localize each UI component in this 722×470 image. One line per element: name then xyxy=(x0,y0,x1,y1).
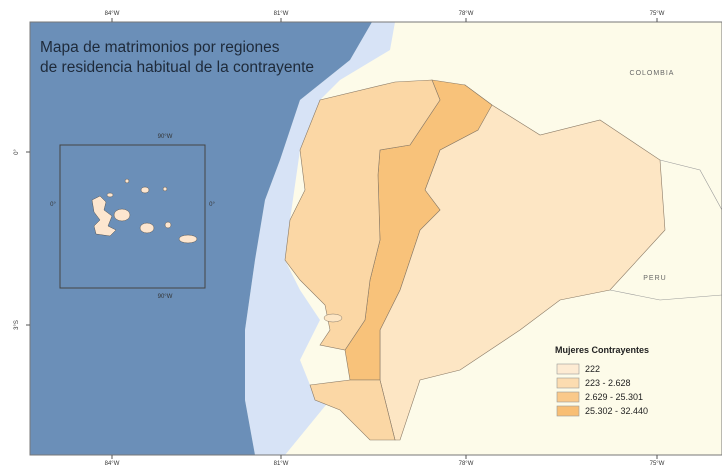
legend-title: Mujeres Contrayentes xyxy=(555,345,649,355)
map-frame xyxy=(29,21,722,456)
graticule-label: 75°W xyxy=(650,11,665,17)
inset-label: 0° xyxy=(209,202,215,208)
country-label: PERU xyxy=(643,275,666,282)
legend-label: 25.302 - 32.440 xyxy=(585,406,648,416)
border xyxy=(659,159,722,211)
graticule-label: 81°W xyxy=(274,461,289,467)
shelf xyxy=(245,22,395,455)
legend-swatch xyxy=(556,377,580,389)
region-south xyxy=(309,379,396,441)
legend-label: 2.629 - 25.301 xyxy=(585,392,643,402)
legend-swatch xyxy=(556,391,580,403)
graticule-label: 84°W xyxy=(105,461,120,467)
graticule-label: 0° xyxy=(14,149,20,155)
country-label: COLOMBIA xyxy=(630,70,675,77)
title: de residencia habitual de la contrayente xyxy=(40,59,314,76)
legend-label: 223 - 2.628 xyxy=(585,378,631,388)
inset-label: 90°W xyxy=(158,134,173,140)
title: Mapa de matrimonios por regiones xyxy=(40,39,280,56)
graticule-label: 3°S xyxy=(14,320,20,330)
graticule-label: 81°W xyxy=(274,11,289,17)
inset-label: 0° xyxy=(50,202,56,208)
inset-label: 90°W xyxy=(158,294,173,300)
inset-frame xyxy=(59,144,206,289)
graticule-label: 75°W xyxy=(650,461,665,467)
graticule-label: 84°W xyxy=(105,11,120,17)
galapagos xyxy=(91,178,198,244)
region-coast xyxy=(284,79,441,351)
border xyxy=(609,289,722,301)
legend-label: 222 xyxy=(585,364,600,374)
graticule-label: 78°W xyxy=(459,11,474,17)
legend-swatch xyxy=(556,363,580,375)
island xyxy=(323,313,343,323)
graticule-label: 78°W xyxy=(459,461,474,467)
legend-swatch xyxy=(556,405,580,417)
